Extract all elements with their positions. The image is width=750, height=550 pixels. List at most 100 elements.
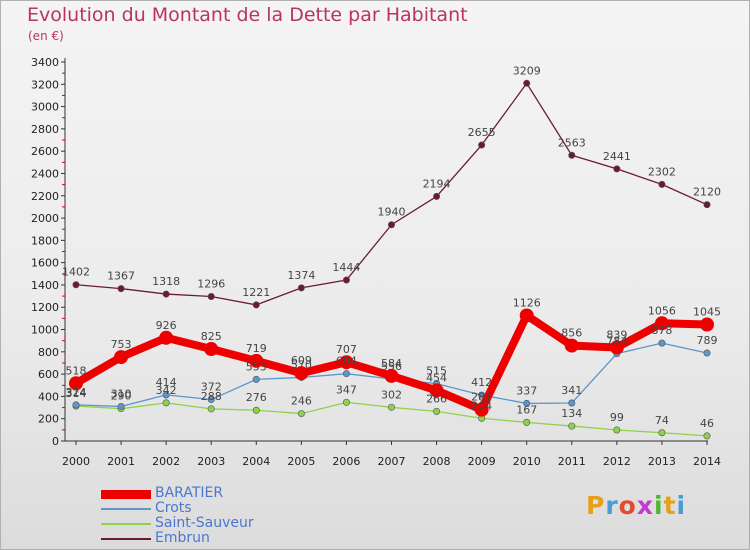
data-label: 310 xyxy=(111,387,132,400)
data-label: 753 xyxy=(111,338,132,351)
legend-swatch xyxy=(101,523,151,525)
data-label: 1402 xyxy=(62,266,90,279)
data-label: 1056 xyxy=(648,304,676,317)
data-label: 926 xyxy=(156,319,177,332)
data-label: 2441 xyxy=(603,150,631,163)
y-tick-label: 3000 xyxy=(31,101,59,114)
x-tick-label: 2006 xyxy=(332,455,360,468)
legend-item: Crots xyxy=(101,500,401,516)
data-point xyxy=(474,402,489,417)
data-point xyxy=(252,375,260,383)
data-label: 134 xyxy=(561,407,582,420)
y-tick-label: 200 xyxy=(38,413,59,426)
data-point xyxy=(162,391,170,399)
data-label: 2655 xyxy=(468,126,496,139)
proxiti-logo: Proxiti xyxy=(586,491,687,520)
y-tick-label: 2400 xyxy=(31,167,59,180)
data-label: 1444 xyxy=(332,261,360,274)
data-label: 856 xyxy=(561,327,582,340)
data-label: 1045 xyxy=(693,306,721,319)
data-label: 825 xyxy=(201,330,222,343)
data-label: 784 xyxy=(606,335,627,348)
data-label: 2194 xyxy=(423,177,451,190)
data-point xyxy=(294,366,309,381)
chart-title: Evolution du Montant de la Dette par Hab… xyxy=(27,4,468,26)
y-tick-label: 1400 xyxy=(31,279,59,292)
data-label: 99 xyxy=(610,411,624,424)
data-label: 1126 xyxy=(513,296,541,309)
data-label: 167 xyxy=(516,403,537,416)
data-point xyxy=(613,426,621,434)
x-tick-label: 2011 xyxy=(558,455,586,468)
data-point xyxy=(433,192,441,200)
data-point xyxy=(609,340,624,355)
data-label: 74 xyxy=(655,414,669,427)
legend: BARATIER Crots Saint-Sauveur Embrun xyxy=(101,485,401,546)
y-tick-label: 1000 xyxy=(31,324,59,337)
data-point xyxy=(568,151,576,159)
x-tick-label: 2000 xyxy=(62,455,90,468)
data-label: 556 xyxy=(381,360,402,373)
data-label: 276 xyxy=(246,391,267,404)
data-point xyxy=(703,349,711,357)
data-label: 3209 xyxy=(513,64,541,77)
data-label: 604 xyxy=(336,355,357,368)
x-tick-label: 2010 xyxy=(513,455,541,468)
y-tick-label: 2800 xyxy=(31,123,59,136)
data-point xyxy=(252,301,260,309)
data-label: 324 xyxy=(66,386,87,399)
data-label: 337 xyxy=(516,384,537,397)
data-point xyxy=(249,353,264,368)
data-point xyxy=(429,383,444,398)
x-tick-label: 2005 xyxy=(287,455,315,468)
x-tick-label: 2001 xyxy=(107,455,135,468)
data-point xyxy=(523,79,531,87)
data-point xyxy=(69,376,83,391)
data-label: 412 xyxy=(471,376,492,389)
data-point xyxy=(342,276,350,284)
y-tick-label: 1600 xyxy=(31,257,59,270)
unit-label: (en €) xyxy=(28,29,64,43)
y-tick-label: 3200 xyxy=(31,78,59,91)
y-tick-label: 1800 xyxy=(31,234,59,247)
x-tick-label: 2002 xyxy=(152,455,180,468)
data-point xyxy=(204,342,219,357)
data-point xyxy=(478,141,486,149)
y-tick-label: 3400 xyxy=(31,56,59,69)
data-label: 204 xyxy=(471,399,492,412)
data-label: 707 xyxy=(336,343,357,356)
data-point xyxy=(568,422,576,430)
data-point xyxy=(342,370,350,378)
data-label: 1374 xyxy=(287,269,315,282)
data-label: 553 xyxy=(246,360,267,373)
data-label: 246 xyxy=(291,395,312,408)
data-label: 290 xyxy=(111,390,132,403)
y-tick-label: 2600 xyxy=(31,145,59,158)
data-label: 341 xyxy=(561,384,582,397)
data-point xyxy=(523,399,531,407)
data-label: 414 xyxy=(156,376,177,389)
data-point xyxy=(339,355,354,370)
x-tick-label: 2009 xyxy=(468,455,496,468)
legend-label: BARATIER xyxy=(155,485,224,501)
data-point xyxy=(564,338,579,353)
data-label: 719 xyxy=(246,342,267,355)
data-point xyxy=(658,180,666,188)
data-point xyxy=(162,399,170,407)
data-label: 515 xyxy=(426,365,447,378)
legend-swatch xyxy=(101,538,151,540)
legend-swatch xyxy=(101,508,151,510)
y-tick-label: 0 xyxy=(52,435,59,448)
data-label: 609 xyxy=(291,354,312,367)
data-label: 1367 xyxy=(107,270,135,283)
legend-item: Saint-Sauveur xyxy=(101,515,401,531)
data-label: 46 xyxy=(700,417,714,430)
data-label: 314 xyxy=(66,387,87,400)
data-label: 302 xyxy=(381,388,402,401)
data-label: 1940 xyxy=(378,206,406,219)
data-label: 288 xyxy=(201,390,222,403)
data-point xyxy=(700,317,714,332)
data-point xyxy=(297,410,305,418)
data-label: 839 xyxy=(606,328,627,341)
